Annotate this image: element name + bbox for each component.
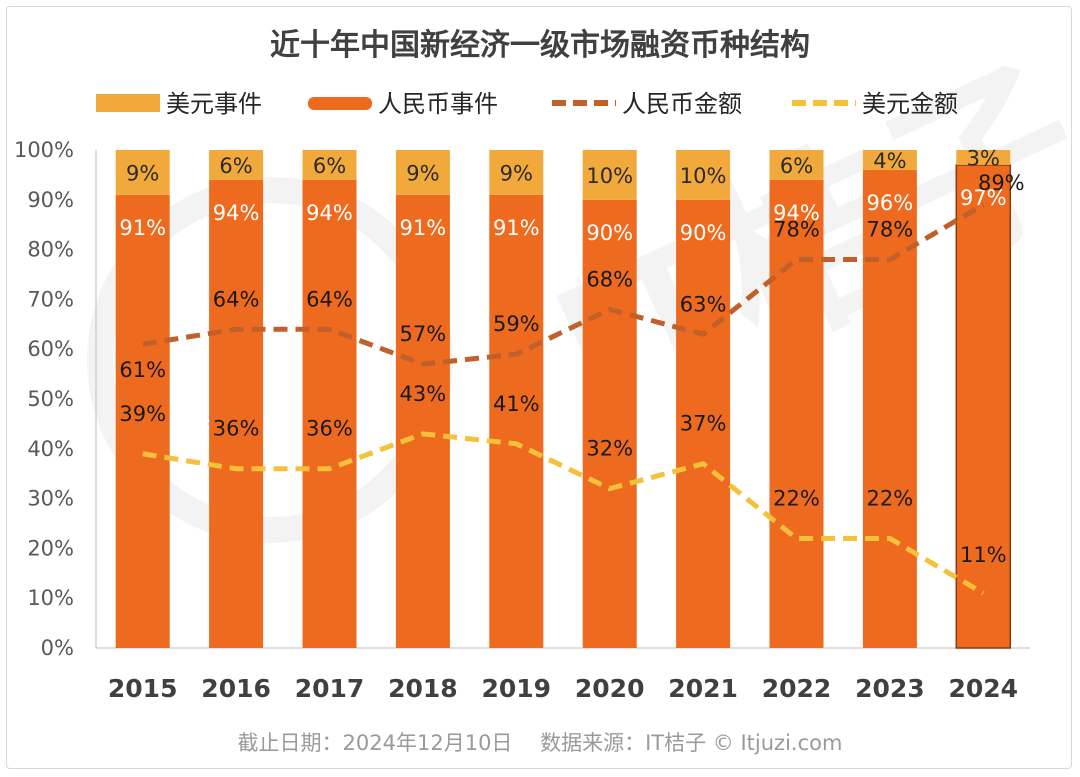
label-rmb-amount: 89% (978, 171, 1025, 195)
label-usd-amount: 41% (493, 392, 540, 416)
label-usd-event: 6% (313, 154, 346, 178)
label-usd-amount: 36% (213, 417, 260, 441)
label-rmb-event: 91% (119, 216, 166, 240)
x-tick-label: 2019 (482, 674, 552, 703)
y-tick-label: 50% (27, 387, 74, 411)
x-tick-label: 2015 (108, 674, 178, 703)
chart-title: 近十年中国新经济一级市场融资币种结构 (270, 28, 810, 63)
label-usd-amount: 11% (960, 543, 1007, 567)
label-rmb-event: 94% (773, 201, 820, 225)
x-tick-label: 2024 (949, 674, 1019, 703)
bar-rmb-event (955, 164, 1012, 649)
legend-swatch-0 (96, 94, 160, 112)
x-tick-label: 2023 (855, 674, 925, 703)
line-rmb-amount (142, 202, 985, 367)
label-rmb-amount: 64% (306, 287, 353, 311)
legend-label-1: 人民币事件 (378, 90, 498, 118)
label-usd-event: 4% (873, 149, 906, 173)
label-rmb-amount: 63% (680, 292, 727, 316)
bar-usd-event (489, 150, 544, 195)
bar-rmb-event (582, 199, 637, 649)
label-usd-event: 10% (680, 164, 727, 188)
y-tick-label: 80% (27, 238, 74, 262)
lines (142, 202, 985, 596)
y-tick-label: 30% (27, 487, 74, 511)
label-usd-amount: 37% (680, 412, 727, 436)
y-tick-label: 40% (27, 437, 74, 461)
bar-usd-event (769, 150, 824, 180)
label-usd-event: 9% (406, 161, 439, 185)
label-rmb-event: 94% (213, 201, 260, 225)
y-tick-label: 0% (41, 636, 74, 660)
label-usd-event: 6% (219, 154, 252, 178)
label-rmb-amount: 78% (773, 218, 820, 242)
label-usd-amount: 22% (867, 486, 914, 510)
label-usd-event: 10% (586, 164, 633, 188)
bar-usd-event (582, 150, 637, 200)
x-tick-label: 2021 (668, 674, 738, 703)
label-usd-event: 9% (126, 161, 159, 185)
bar-rmb-event (395, 194, 450, 648)
label-rmb-amount: 61% (119, 358, 166, 382)
bars (115, 150, 1012, 649)
y-tick-label: 100% (14, 138, 74, 162)
label-usd-amount: 22% (773, 486, 820, 510)
data-labels: 9% 91% 6% 94% 6% 94% 9% 91% 9% 91% 10% 90% 10% 90% 6% 9… (119, 146, 1024, 567)
x-tick-label: 2020 (575, 674, 645, 703)
bar-usd-event (862, 150, 917, 170)
bar-rmb-event (489, 194, 544, 648)
x-tick-label: 2016 (201, 674, 271, 703)
label-rmb-amount: 78% (867, 218, 914, 242)
bar-rmb-event (302, 179, 357, 648)
chart-frame (6, 6, 1072, 769)
bar-rmb-event (862, 169, 917, 649)
legend-label-0: 美元事件 (166, 90, 262, 118)
legend-label-3: 美元金额 (862, 90, 958, 118)
bar-usd-event (115, 150, 170, 195)
label-rmb-event: 94% (306, 201, 353, 225)
bar-rmb-event (769, 179, 824, 648)
y-tick-label: 70% (27, 287, 74, 311)
y-axis: 0% 10% 20% 30% 40% 50% 60% 70% 80% 90% 100% (14, 138, 74, 660)
label-rmb-event: 90% (680, 221, 727, 245)
label-rmb-amount: 68% (586, 267, 633, 291)
x-axis: 2015 2016 2017 2018 2019 2020 2021 2022 2023 2024 (108, 674, 1018, 703)
bar-usd-event (395, 150, 450, 195)
bar-rmb-event (209, 179, 264, 648)
legend-swatch-1 (308, 97, 372, 110)
label-usd-event: 9% (500, 161, 533, 185)
label-rmb-event: 97% (960, 186, 1007, 210)
label-usd-amount: 32% (586, 437, 633, 461)
bar-usd-event (209, 150, 264, 180)
bar-rmb-event (676, 199, 731, 649)
x-tick-label: 2022 (762, 674, 832, 703)
x-tick-label: 2018 (388, 674, 458, 703)
bar-usd-event (676, 150, 731, 200)
label-rmb-amount: 57% (400, 322, 447, 346)
y-tick-label: 20% (27, 536, 74, 560)
legend: 美元事件 人民币事件 人民币金额 美元金额 (96, 90, 958, 118)
label-rmb-event: 91% (493, 216, 540, 240)
label-rmb-event: 96% (867, 191, 914, 215)
bar-usd-event (302, 150, 357, 180)
line-usd-amount (142, 431, 985, 596)
y-tick-label: 60% (27, 337, 74, 361)
label-rmb-amount: 64% (213, 287, 260, 311)
label-rmb-event: 90% (586, 221, 633, 245)
y-tick-label: 10% (27, 586, 74, 610)
label-usd-amount: 43% (400, 382, 447, 406)
label-usd-amount: 36% (306, 417, 353, 441)
label-rmb-amount: 59% (493, 312, 540, 336)
footer-source: 截止日期：2024年12月10日 数据来源：IT桔子 © Itjuzi.com (238, 731, 843, 755)
y-tick-label: 90% (27, 188, 74, 212)
label-usd-event: 3% (967, 146, 1000, 170)
x-tick-label: 2017 (295, 674, 365, 703)
bar-rmb-event (115, 194, 170, 648)
label-usd-event: 6% (780, 154, 813, 178)
bar-usd-event (956, 150, 1011, 165)
legend-label-2: 人民币金额 (622, 90, 742, 118)
label-rmb-event: 91% (400, 216, 447, 240)
label-usd-amount: 39% (119, 402, 166, 426)
